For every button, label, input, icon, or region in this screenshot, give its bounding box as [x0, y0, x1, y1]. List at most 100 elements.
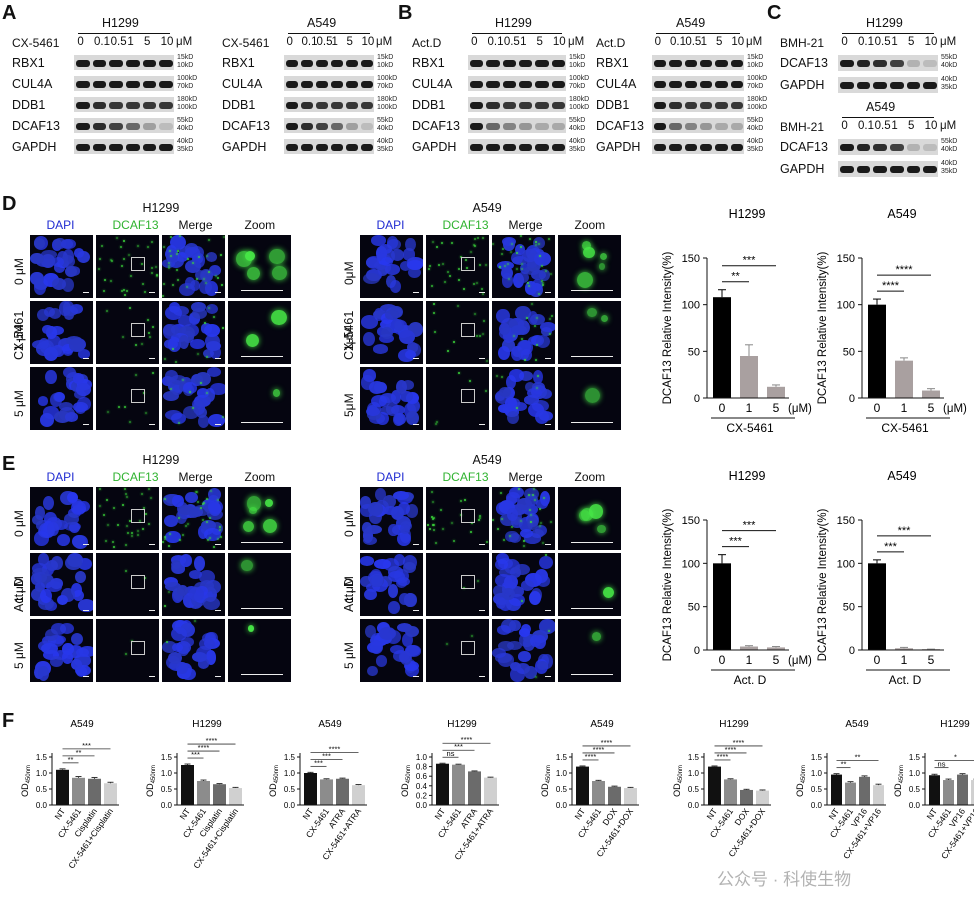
watermark: 公众号 · 科使生物	[717, 870, 852, 889]
if-tile-dcaf	[426, 301, 489, 364]
blot-band	[126, 101, 140, 109]
nucleus	[65, 266, 77, 278]
dcaf13-signal	[548, 333, 551, 336]
x-tick-label: 5	[928, 401, 935, 415]
nucleus	[73, 373, 84, 384]
blot-row-label-rbx1: RBX1	[412, 56, 445, 70]
blot-band	[301, 122, 313, 130]
dcaf13-signal	[522, 539, 525, 542]
dcaf13-signal	[431, 518, 434, 521]
bar	[873, 785, 884, 805]
scale-bar	[215, 292, 221, 293]
if-tile-merge	[162, 553, 225, 616]
dcaf13-signal	[147, 522, 150, 525]
nucleus	[209, 264, 222, 276]
blot-band	[923, 82, 937, 89]
nucleus	[172, 494, 184, 508]
blot-concentration: 5	[908, 36, 915, 48]
dcaf13-signal	[187, 258, 190, 261]
blot-row-label-ddb1: DDB1	[12, 98, 46, 112]
x-tick-label: 0	[719, 401, 726, 415]
nucleus	[519, 370, 534, 382]
blot-band	[684, 101, 697, 109]
bar	[831, 774, 842, 805]
y-axis-label: DCAF13 Relative Intensity(%)	[662, 508, 674, 661]
blot-band	[715, 101, 728, 109]
blot-concentration: 5	[908, 120, 915, 132]
nucleus	[199, 637, 216, 651]
nucleus	[74, 570, 87, 584]
nucleus	[51, 556, 64, 571]
blot-band	[890, 60, 904, 67]
nucleus	[62, 277, 74, 292]
blot-band	[142, 122, 157, 130]
if-tile-dapi	[30, 301, 93, 364]
nucleus	[393, 490, 410, 501]
bar	[624, 788, 637, 805]
y-tick-label: 0.4	[416, 782, 428, 791]
dcaf13-signal	[137, 529, 140, 532]
dcaf13-signal	[147, 487, 150, 490]
x-axis-label: Act. D	[889, 673, 922, 687]
nucleus	[523, 635, 535, 651]
zoom-box	[130, 389, 145, 404]
if-tile-dapi	[360, 301, 423, 364]
nucleus	[31, 514, 43, 525]
dcaf13-signal	[121, 265, 124, 268]
dcaf13-signal	[202, 501, 205, 504]
dcaf13-signal	[220, 283, 223, 286]
nucleus	[70, 304, 84, 315]
dcaf13-signal	[540, 280, 543, 283]
y-axis-subscript: 450nm	[406, 765, 412, 783]
dcaf13-signal	[175, 253, 178, 256]
dcaf13-signal	[517, 488, 520, 491]
if-tile-dcaf	[96, 487, 159, 550]
nucleus	[180, 636, 195, 647]
nucleus	[191, 307, 208, 319]
nucleus	[533, 252, 551, 267]
blot-band	[654, 143, 667, 151]
dcaf13-signal	[542, 281, 545, 284]
marker-upper: 55kD	[377, 117, 394, 124]
blot-band	[684, 143, 697, 151]
nucleus	[34, 582, 45, 592]
nucleus	[42, 324, 53, 335]
blot-row-label-cul4a: CUL4A	[12, 77, 53, 91]
bar	[320, 779, 333, 805]
dcaf13-signal	[101, 244, 104, 247]
bar	[767, 647, 785, 650]
dcaf13-signal	[433, 311, 436, 314]
blot-band	[519, 59, 533, 67]
dcaf13-signal	[103, 513, 106, 516]
dcaf13-signal	[486, 540, 489, 543]
zoom-signal	[241, 559, 253, 572]
nucleus	[498, 641, 514, 652]
nucleus	[526, 387, 543, 399]
nucleus	[37, 666, 50, 682]
nucleus	[30, 252, 45, 265]
blot-concentration: 5	[716, 36, 723, 48]
panel-label-c: C	[767, 2, 782, 24]
blot-band	[906, 60, 921, 67]
zoom-box	[460, 509, 475, 524]
marker-lower: 35kD	[941, 84, 958, 91]
dcaf13-signal	[520, 519, 523, 522]
marker-lower: 40kD	[177, 125, 194, 132]
dcaf13-signal	[124, 493, 127, 496]
blot-band	[301, 101, 313, 109]
dcaf13-signal	[536, 316, 539, 319]
dcaf13-signal	[150, 496, 153, 499]
dcaf13-signal	[209, 489, 212, 492]
y-tick-label: 1.0	[161, 769, 173, 778]
blot-concentration: 10	[160, 36, 174, 48]
blot-band	[159, 59, 173, 67]
dcaf13-signal	[511, 242, 514, 245]
bar	[895, 360, 913, 398]
y-tick-label: 50	[843, 602, 855, 614]
dcaf13-signal	[453, 539, 456, 542]
nucleus	[44, 307, 56, 318]
blot-cell-header: A549	[866, 100, 896, 114]
dcaf13-signal	[145, 513, 148, 516]
dcaf13-signal	[444, 281, 447, 284]
